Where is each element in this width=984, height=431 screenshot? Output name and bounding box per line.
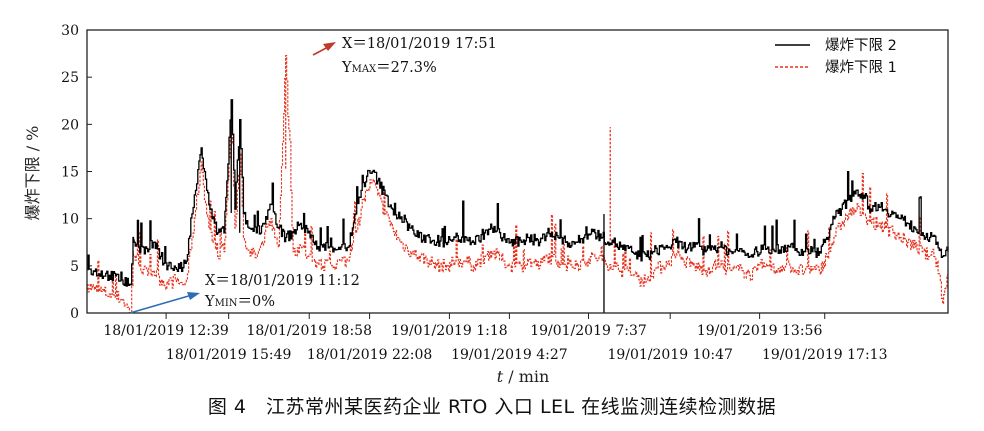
y-tick-labels: 0 5 10 15 20 25 30 (61, 23, 79, 322)
legend-label-series-2: 爆炸下限 2 (825, 37, 897, 54)
min-arrow-head (187, 292, 200, 300)
series-line-lel-2 (87, 99, 949, 287)
legend: 爆炸下限 2 爆炸下限 1 (775, 37, 897, 76)
y-tick-label: 0 (70, 306, 79, 322)
x-tick-label: 18/01/2019 12:39 (103, 323, 229, 339)
y-tick-label: 10 (61, 212, 79, 228)
max-arrow-head (323, 42, 336, 51)
series-line-lel-1 (87, 54, 949, 314)
min-arrow-line (129, 294, 193, 314)
max-annotation: X＝18/01/2019 17:51 YMAX＝27.3% (312, 36, 497, 76)
min-annotation: X＝18/01/2019 11:12 YMIN＝0% (129, 273, 360, 314)
min-annotation-y: YMIN＝0% (204, 294, 275, 310)
y-tick-label: 15 (61, 165, 79, 181)
series-layer (87, 54, 949, 314)
legend-label-series-1: 爆炸下限 1 (825, 59, 897, 76)
max-annotation-x: X＝18/01/2019 17:51 (342, 36, 497, 52)
x-tick-label: 18/01/2019 18:58 (246, 323, 372, 339)
min-annotation-x: X＝18/01/2019 11:12 (205, 273, 360, 289)
x-tick-labels: 18/01/2019 12:39 18/01/2019 18:58 19/01/20… (103, 323, 887, 363)
x-tick-marks (165, 313, 826, 319)
y-tick-label: 20 (61, 117, 79, 133)
x-tick-label: 19/01/2019 13:56 (697, 323, 823, 339)
x-tick-label: 19/01/2019 4:27 (451, 347, 568, 363)
y-axis-title: 爆炸下限 / % (23, 126, 42, 221)
x-tick-label: 19/01/2019 7:37 (530, 323, 647, 339)
max-annotation-y: YMAX＝27.3% (341, 60, 437, 76)
y-tick-label: 25 (61, 70, 79, 86)
x-tick-label: 18/01/2019 15:49 (166, 347, 292, 363)
plot-frame (86, 29, 949, 314)
x-axis-title: t / min (497, 367, 550, 386)
x-tick-label: 18/01/2019 22:08 (307, 347, 433, 363)
x-tick-label: 19/01/2019 1:18 (391, 323, 508, 339)
x-tick-label: 19/01/2019 17:13 (762, 347, 888, 363)
y-tick-label: 5 (70, 259, 79, 275)
figure-caption: 图 4 江苏常州某医药企业 RTO 入口 LEL 在线监测连续检测数据 (207, 396, 777, 418)
x-tick-label: 19/01/2019 10:47 (607, 347, 733, 363)
y-tick-label: 30 (61, 23, 79, 39)
